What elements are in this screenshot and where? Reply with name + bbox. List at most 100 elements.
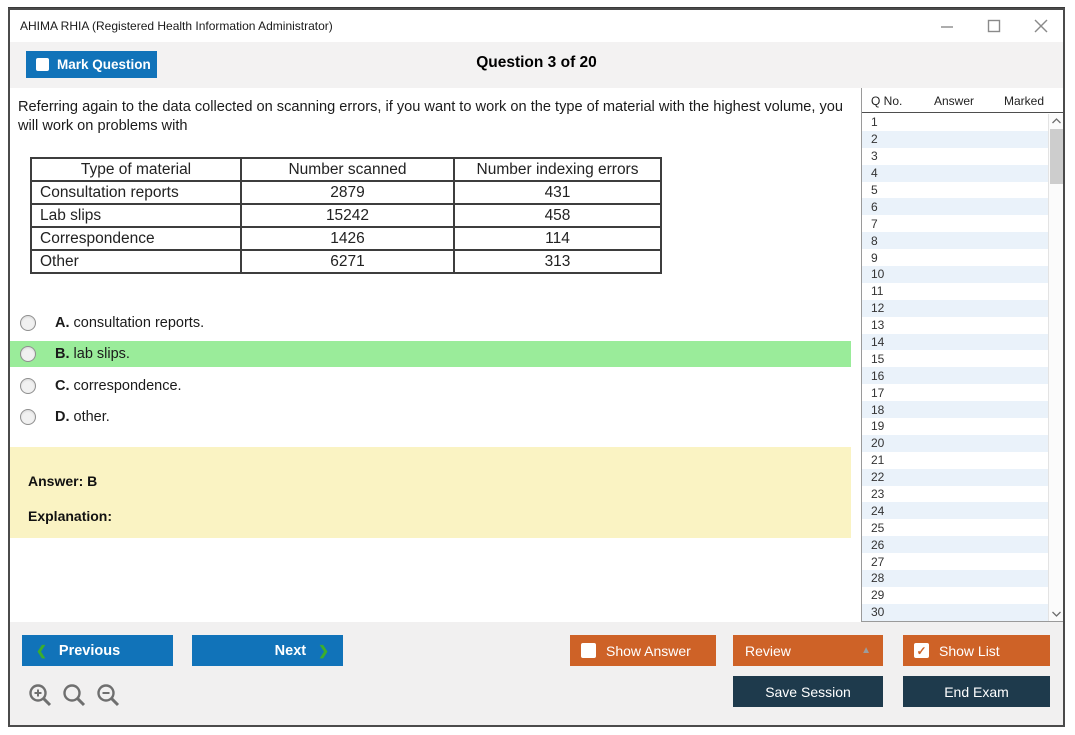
triangle-up-icon: ▲ bbox=[861, 645, 871, 656]
zoom-in-icon[interactable] bbox=[28, 683, 53, 708]
maximize-icon[interactable] bbox=[985, 18, 1002, 35]
radio-button-icon[interactable] bbox=[20, 409, 36, 425]
question-list-row[interactable]: 25 bbox=[871, 520, 885, 535]
show-answer-button[interactable]: Show Answer bbox=[570, 635, 716, 666]
answer-option-a[interactable]: A. consultation reports. bbox=[10, 310, 851, 336]
answer-text: Answer: B bbox=[28, 473, 98, 489]
question-list-row[interactable]: 19 bbox=[871, 419, 885, 434]
end-exam-button[interactable]: End Exam bbox=[903, 676, 1050, 707]
column-marked: Marked bbox=[1004, 94, 1045, 108]
question-list-row[interactable]: 21 bbox=[871, 453, 885, 468]
question-list-row[interactable]: 8 bbox=[862, 232, 1048, 250]
question-list-scrollbar[interactable] bbox=[1048, 114, 1063, 621]
table-cell: 458 bbox=[453, 203, 662, 228]
option-letter: B. bbox=[55, 346, 70, 362]
zoom-out-icon[interactable] bbox=[96, 683, 121, 708]
question-list-row[interactable]: 14 bbox=[862, 333, 1048, 351]
minimize-icon[interactable] bbox=[938, 18, 955, 35]
zoom-controls bbox=[28, 683, 121, 708]
question-list-row[interactable]: 5 bbox=[871, 183, 878, 197]
scrollbar-thumb[interactable] bbox=[1050, 129, 1063, 184]
review-label: Review bbox=[745, 642, 791, 659]
table-cell: 6271 bbox=[240, 249, 455, 274]
save-session-button[interactable]: Save Session bbox=[733, 676, 883, 707]
review-button[interactable]: Review ▲ bbox=[733, 635, 883, 666]
question-list-row[interactable]: 9 bbox=[871, 250, 878, 265]
answer-option-c[interactable]: C. correspondence. bbox=[10, 373, 851, 399]
table-header-cell: Number indexing errors bbox=[453, 157, 662, 182]
mark-question-checkbox[interactable] bbox=[36, 58, 49, 71]
question-list-row[interactable]: 29 bbox=[871, 588, 885, 603]
chevron-left-icon: ❮ bbox=[36, 642, 47, 658]
question-list-row[interactable]: 20 bbox=[862, 434, 1048, 452]
question-list-row[interactable]: 22 bbox=[862, 468, 1048, 486]
window-title: AHIMA RHIA (Registered Health Informatio… bbox=[20, 19, 333, 33]
table-row: Other 6271 313 bbox=[30, 249, 662, 274]
question-list-row[interactable]: 10 bbox=[862, 266, 1048, 283]
option-label: C. correspondence. bbox=[55, 378, 182, 394]
option-label: B. lab slips. bbox=[55, 346, 130, 362]
option-letter: D. bbox=[55, 409, 70, 425]
answer-option-d[interactable]: D. other. bbox=[10, 404, 851, 430]
table-cell: Other bbox=[30, 249, 242, 274]
question-list-row[interactable]: 28 bbox=[862, 570, 1048, 587]
next-label: Next bbox=[274, 642, 307, 659]
question-list-row[interactable]: 13 bbox=[871, 318, 885, 333]
question-list-row[interactable]: 3 bbox=[871, 149, 878, 164]
answer-option-b[interactable]: B. lab slips. bbox=[10, 341, 851, 367]
show-list-checkbox[interactable]: ✓ bbox=[914, 643, 929, 658]
question-list-row[interactable]: 1 bbox=[871, 115, 878, 130]
radio-button-icon[interactable] bbox=[20, 378, 36, 394]
table-cell: 2879 bbox=[240, 180, 455, 205]
option-label: A. consultation reports. bbox=[55, 315, 205, 331]
question-list-row[interactable]: 27 bbox=[871, 554, 885, 569]
table-row: Consultation reports 2879 431 bbox=[30, 180, 662, 205]
previous-button[interactable]: ❮ Previous bbox=[22, 635, 173, 666]
answer-explanation-box: Answer: B Explanation: bbox=[10, 447, 851, 538]
previous-label: Previous bbox=[58, 642, 121, 659]
search-icon[interactable] bbox=[62, 683, 87, 708]
table-cell: 313 bbox=[453, 249, 662, 274]
question-text: Referring again to the data collected on… bbox=[18, 99, 844, 134]
option-letter: A. bbox=[55, 315, 70, 331]
question-list-row[interactable]: 6 bbox=[862, 198, 1048, 216]
scroll-up-icon[interactable] bbox=[1049, 114, 1064, 128]
question-list-row[interactable]: 11 bbox=[871, 284, 884, 299]
radio-button-icon[interactable] bbox=[20, 346, 36, 362]
table-cell: 1426 bbox=[240, 226, 455, 251]
question-list-panel: Q No. Answer Marked 1 2 3 4 5 6 7 8 9 10 11 12 13 14 1… bbox=[861, 88, 1063, 622]
question-list-row[interactable]: 2 bbox=[862, 130, 1048, 148]
radio-button-icon[interactable] bbox=[20, 315, 36, 331]
table-cell: 114 bbox=[453, 226, 662, 251]
table-cell: Correspondence bbox=[30, 226, 242, 251]
scanning-errors-table: Type of material Number scanned Number ind… bbox=[30, 157, 662, 274]
mark-question-button[interactable]: Mark Question bbox=[26, 51, 157, 78]
next-button[interactable]: Next ❯ bbox=[192, 635, 343, 666]
close-icon[interactable] bbox=[1032, 18, 1049, 35]
question-list-row[interactable]: 26 bbox=[862, 536, 1048, 554]
question-list-row[interactable]: 30 bbox=[862, 603, 1048, 621]
question-list-row[interactable]: 15 bbox=[871, 351, 885, 366]
explanation-text: Explanation: bbox=[28, 508, 113, 524]
chevron-right-icon: ❯ bbox=[318, 642, 329, 658]
question-list-row[interactable]: 18 bbox=[862, 401, 1048, 419]
table-cell: 15242 bbox=[240, 203, 455, 228]
table-cell: Lab slips bbox=[30, 203, 242, 228]
question-list-row[interactable]: 4 bbox=[862, 164, 1048, 182]
table-header-cell: Number scanned bbox=[240, 157, 455, 182]
header-strip bbox=[10, 42, 1063, 88]
question-list-row[interactable]: 24 bbox=[862, 502, 1048, 520]
question-list: 1 2 3 4 5 6 7 8 9 10 11 12 13 14 15 16 17 18 19 20 21 22 23 24 2… bbox=[862, 114, 1063, 621]
scroll-down-icon[interactable] bbox=[1049, 607, 1064, 621]
show-list-button[interactable]: ✓ Show List bbox=[903, 635, 1050, 666]
bottom-bar bbox=[10, 622, 1063, 725]
question-list-row[interactable]: 16 bbox=[862, 367, 1048, 385]
show-list-label: Show List bbox=[939, 642, 1000, 659]
app-window: AHIMA RHIA (Registered Health Informatio… bbox=[8, 8, 1065, 727]
table-row: Correspondence 1426 114 bbox=[30, 226, 662, 251]
show-answer-checkbox[interactable] bbox=[581, 643, 596, 658]
question-list-row[interactable]: 23 bbox=[871, 487, 885, 502]
question-list-row[interactable]: 12 bbox=[862, 299, 1048, 317]
question-list-row[interactable]: 7 bbox=[871, 216, 878, 231]
question-list-row[interactable]: 17 bbox=[871, 385, 885, 400]
